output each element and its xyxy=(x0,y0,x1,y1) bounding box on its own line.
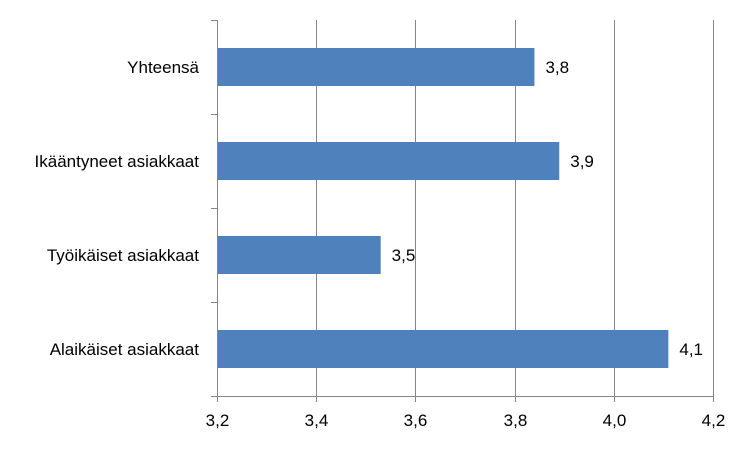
bar xyxy=(218,142,560,180)
category-label: Työikäiset asiakkaat xyxy=(47,246,199,265)
category-label: Yhteensä xyxy=(127,58,199,77)
data-label: 4,1 xyxy=(679,340,703,359)
data-label: 3,8 xyxy=(545,58,569,77)
x-tick-label: 4,2 xyxy=(702,411,726,430)
category-label: Alaikäiset asiakkaat xyxy=(50,340,200,359)
axes xyxy=(211,20,714,402)
bar xyxy=(218,330,669,368)
category-label: Ikääntyneet asiakkaat xyxy=(35,152,200,171)
labels: 3,2 3,4 3,6 3,8 4,0 4,2 Yhteensä 3,8 Ikääntyneet… xyxy=(35,58,726,430)
bar xyxy=(218,236,381,274)
data-label: 3,5 xyxy=(392,246,416,265)
x-tick-label: 3,8 xyxy=(504,411,528,430)
bars xyxy=(218,48,669,368)
x-tick-label: 4,0 xyxy=(603,411,627,430)
x-tick-label: 3,4 xyxy=(305,411,329,430)
data-label: 3,9 xyxy=(570,152,594,171)
bar xyxy=(218,48,535,86)
x-tick-label: 3,2 xyxy=(206,411,230,430)
x-tick-label: 3,6 xyxy=(404,411,428,430)
